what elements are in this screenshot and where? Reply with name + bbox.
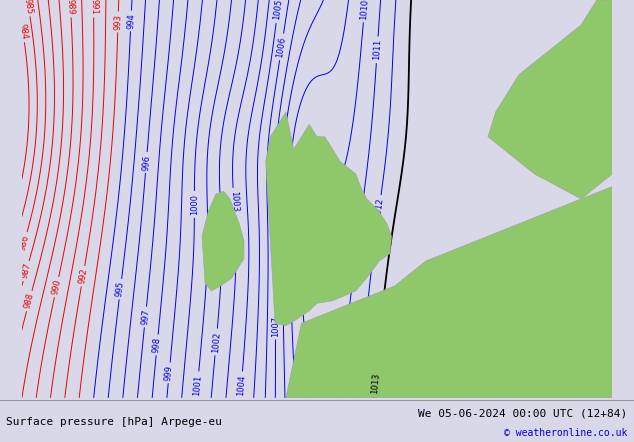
Text: 1010: 1010	[359, 0, 370, 20]
Text: 1007: 1007	[271, 316, 280, 337]
Polygon shape	[266, 112, 392, 326]
Text: 1013: 1013	[370, 372, 380, 394]
Text: 985: 985	[23, 0, 34, 15]
Text: 992: 992	[77, 268, 89, 285]
Polygon shape	[488, 0, 612, 199]
Polygon shape	[286, 187, 612, 398]
Text: 1001: 1001	[192, 374, 203, 396]
Text: 1004: 1004	[236, 374, 247, 396]
Text: 989: 989	[66, 0, 75, 15]
Text: 1011: 1011	[372, 39, 382, 61]
Text: 1006: 1006	[276, 36, 288, 58]
Text: 984: 984	[17, 23, 29, 40]
Text: We 05-06-2024 00:00 UTC (12+84): We 05-06-2024 00:00 UTC (12+84)	[418, 408, 628, 418]
Text: 995: 995	[115, 281, 126, 297]
Text: 1009: 1009	[290, 374, 300, 396]
Text: 1008: 1008	[278, 263, 287, 285]
Text: 987: 987	[20, 262, 33, 280]
Text: 1002: 1002	[211, 331, 221, 353]
Text: 999: 999	[164, 365, 174, 381]
Text: 991: 991	[89, 0, 98, 15]
Text: 990: 990	[51, 278, 63, 296]
Text: 997: 997	[140, 309, 151, 325]
Text: 1005: 1005	[272, 0, 283, 21]
Text: 993: 993	[113, 14, 123, 30]
Text: 994: 994	[126, 13, 136, 29]
Text: © weatheronline.co.uk: © weatheronline.co.uk	[504, 428, 628, 438]
Text: Surface pressure [hPa] Arpege-eu: Surface pressure [hPa] Arpege-eu	[6, 417, 223, 427]
Text: 1000: 1000	[190, 194, 199, 215]
Text: 1012: 1012	[373, 198, 385, 219]
Polygon shape	[202, 191, 244, 291]
Text: 988: 988	[23, 292, 36, 310]
Text: 986: 986	[18, 233, 30, 251]
Text: 998: 998	[152, 337, 162, 353]
Text: 996: 996	[141, 154, 152, 171]
Text: 1003: 1003	[229, 191, 239, 212]
